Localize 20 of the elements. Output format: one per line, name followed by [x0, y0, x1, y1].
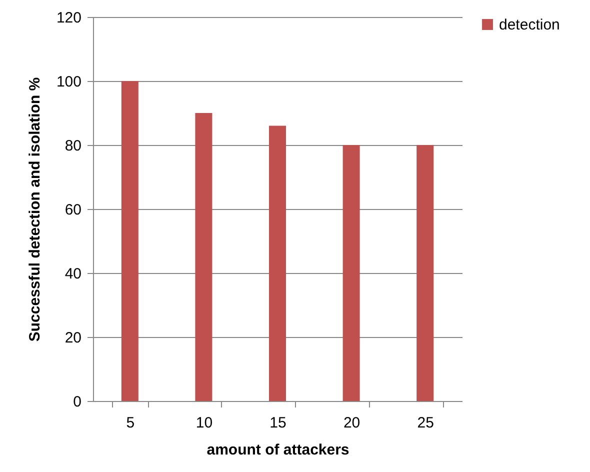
y-tick-label: 0 — [73, 394, 82, 410]
x-tick-label: 15 — [270, 414, 286, 432]
y-axis-title: Successful detection and isolation % — [26, 77, 44, 342]
y-tick-label: 40 — [64, 266, 82, 282]
x-tick-label: 20 — [343, 414, 360, 432]
x-tick-label: 25 — [417, 414, 434, 432]
y-tick-label: 60 — [64, 202, 82, 218]
y-tick-label: 20 — [64, 330, 82, 346]
y-tick-label: 120 — [56, 10, 82, 26]
x-tick-label: 5 — [126, 414, 135, 432]
y-tick-label: 100 — [56, 74, 82, 90]
y-tick-label: 80 — [64, 138, 82, 154]
bar — [342, 145, 360, 401]
bar — [269, 126, 286, 401]
x-tick-label: 10 — [196, 414, 213, 432]
x-axis-title: amount of attackers — [206, 442, 350, 458]
legend-label: detection — [499, 16, 560, 34]
bar — [121, 81, 138, 401]
bar — [416, 145, 434, 401]
bar — [195, 113, 212, 401]
